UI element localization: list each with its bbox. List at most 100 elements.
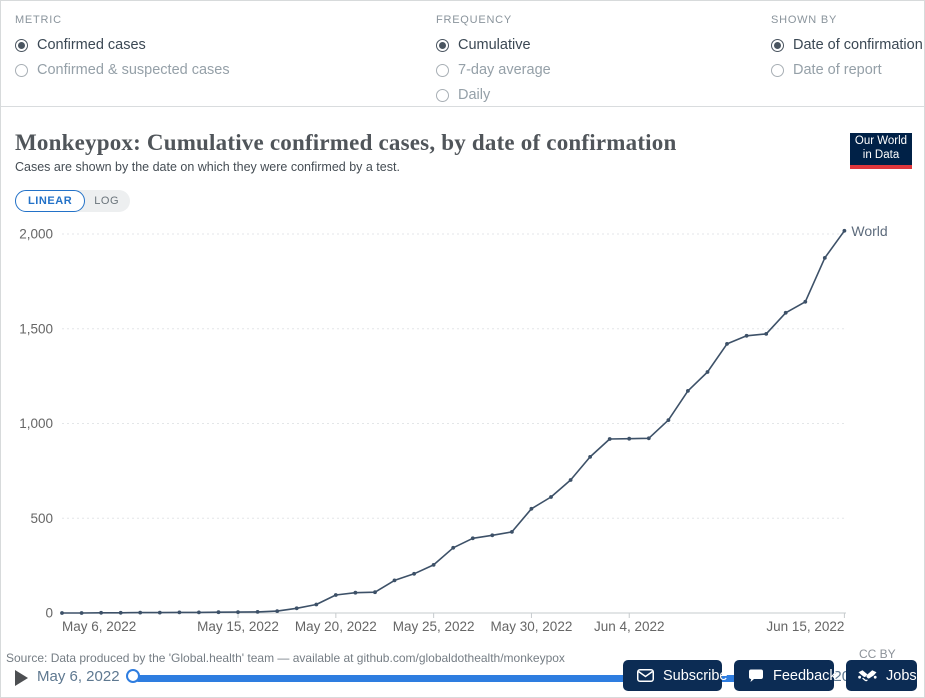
radio-label: Confirmed & suspected cases xyxy=(37,62,230,78)
series-end-label: World xyxy=(851,223,887,239)
data-point xyxy=(705,370,710,374)
radio-icon xyxy=(436,63,449,77)
data-point xyxy=(333,593,338,597)
data-point xyxy=(529,506,534,511)
timeline-slider-handle[interactable] xyxy=(126,669,140,683)
page-subtitle: Cases are shown by the date on which the… xyxy=(15,160,400,174)
data-point xyxy=(744,333,749,338)
data-point xyxy=(822,256,827,260)
data-point xyxy=(783,310,788,315)
data-point xyxy=(412,571,416,576)
data-point xyxy=(294,606,299,611)
data-point xyxy=(255,610,260,614)
radio-icon xyxy=(15,63,28,77)
data-point xyxy=(842,228,847,233)
radio-label: Daily xyxy=(458,87,491,103)
log-scale-button[interactable]: LOG xyxy=(94,195,120,207)
jobs-button[interactable]: Jobs xyxy=(846,660,917,691)
chart-controls-bar: METRIC Confirmed cases Confirmed & suspe… xyxy=(1,1,924,107)
x-tick-label: May 25, 2022 xyxy=(393,619,475,634)
data-point xyxy=(803,299,808,304)
x-tick-label: May 15, 2022 xyxy=(197,619,279,634)
owid-logo[interactable]: Our World in Data xyxy=(850,133,912,169)
radio-date-of-report[interactable]: Date of report xyxy=(771,62,923,78)
frequency-group: FREQUENCY Cumulative 7-day average Daily xyxy=(436,14,551,112)
radio-icon xyxy=(436,38,449,52)
data-point xyxy=(314,602,319,607)
radio-confirmed-suspected-cases[interactable]: Confirmed & suspected cases xyxy=(15,62,230,78)
radio-label: Confirmed cases xyxy=(37,37,146,53)
owid-logo-red-bar xyxy=(850,165,912,169)
subscribe-button[interactable]: Subscribe xyxy=(623,660,727,691)
handshake-icon xyxy=(858,669,877,682)
radio-label: 7-day average xyxy=(458,62,551,78)
data-point xyxy=(197,610,201,615)
y-tick-label: 1,500 xyxy=(19,321,53,336)
scale-toggle: LINEAR LOG xyxy=(15,190,131,212)
frequency-group-label: FREQUENCY xyxy=(436,14,512,26)
world-series-line xyxy=(62,230,846,614)
x-tick-label: May 30, 2022 xyxy=(491,619,573,634)
x-tick-label: Jun 15, 2022 xyxy=(766,619,844,634)
jobs-button-label: Jobs xyxy=(886,667,917,684)
data-point xyxy=(118,610,123,615)
timeline-start-date[interactable]: May 6, 2022 xyxy=(37,668,120,685)
data-point xyxy=(353,590,358,595)
timeline-slider-track[interactable] xyxy=(135,675,774,682)
data-point xyxy=(588,455,592,459)
license-label[interactable]: CC BY xyxy=(859,647,896,661)
y-tick-label: 500 xyxy=(30,511,53,526)
shown-by-group: SHOWN BY Date of confirmation Date of re… xyxy=(771,14,923,87)
data-point xyxy=(177,610,182,615)
data-point xyxy=(431,563,436,567)
data-point xyxy=(646,436,651,441)
data-point xyxy=(392,578,397,583)
speech-bubble-icon xyxy=(748,669,764,683)
source-text: Source: Data produced by the 'Global.hea… xyxy=(6,651,565,665)
radio-7-day-average[interactable]: 7-day average xyxy=(436,62,551,78)
data-point xyxy=(568,478,573,482)
data-point xyxy=(373,590,377,595)
data-point xyxy=(510,530,514,534)
radio-label: Date of report xyxy=(793,62,882,78)
data-point xyxy=(627,436,632,441)
data-point xyxy=(607,437,612,441)
radio-daily[interactable]: Daily xyxy=(436,87,551,103)
y-tick-label: 1,000 xyxy=(19,416,53,431)
envelope-icon xyxy=(637,669,654,682)
radio-icon xyxy=(436,88,449,102)
metric-group-label: METRIC xyxy=(15,14,62,26)
data-point xyxy=(157,610,162,615)
data-point xyxy=(60,611,64,615)
data-point xyxy=(686,389,690,393)
feedback-button-label: Feedback xyxy=(773,667,837,684)
radio-date-of-confirmation[interactable]: Date of confirmation xyxy=(771,37,923,53)
page-title: Monkeypox: Cumulative confirmed cases, b… xyxy=(15,130,677,155)
data-point xyxy=(490,533,495,538)
data-point xyxy=(275,609,280,613)
chart-canvas[interactable]: 0 500 1,000 1,500 2,000 May 6, 2022 May 15, 20… xyxy=(1,221,925,645)
shown-by-group-label: SHOWN BY xyxy=(771,14,838,26)
data-point xyxy=(236,610,240,614)
data-point xyxy=(764,332,769,336)
data-point xyxy=(79,611,84,615)
owid-logo-line1: Our World xyxy=(854,135,908,147)
play-icon[interactable] xyxy=(15,670,28,686)
feedback-button[interactable]: Feedback xyxy=(734,660,837,691)
radio-cumulative[interactable]: Cumulative xyxy=(436,37,551,53)
radio-label: Cumulative xyxy=(458,37,531,53)
x-tick-label: May 20, 2022 xyxy=(295,619,377,634)
data-point xyxy=(725,342,729,346)
linear-scale-button[interactable]: LINEAR xyxy=(15,190,86,212)
data-point xyxy=(470,536,475,541)
radio-confirmed-cases[interactable]: Confirmed cases xyxy=(15,37,230,53)
y-tick-label: 0 xyxy=(45,606,53,621)
y-tick-label: 2,000 xyxy=(19,227,53,242)
radio-icon xyxy=(15,38,28,52)
radio-icon xyxy=(771,38,784,52)
data-point xyxy=(666,418,671,422)
metric-group: METRIC Confirmed cases Confirmed & suspe… xyxy=(15,14,230,87)
radio-icon xyxy=(771,63,784,77)
data-point xyxy=(216,610,221,615)
